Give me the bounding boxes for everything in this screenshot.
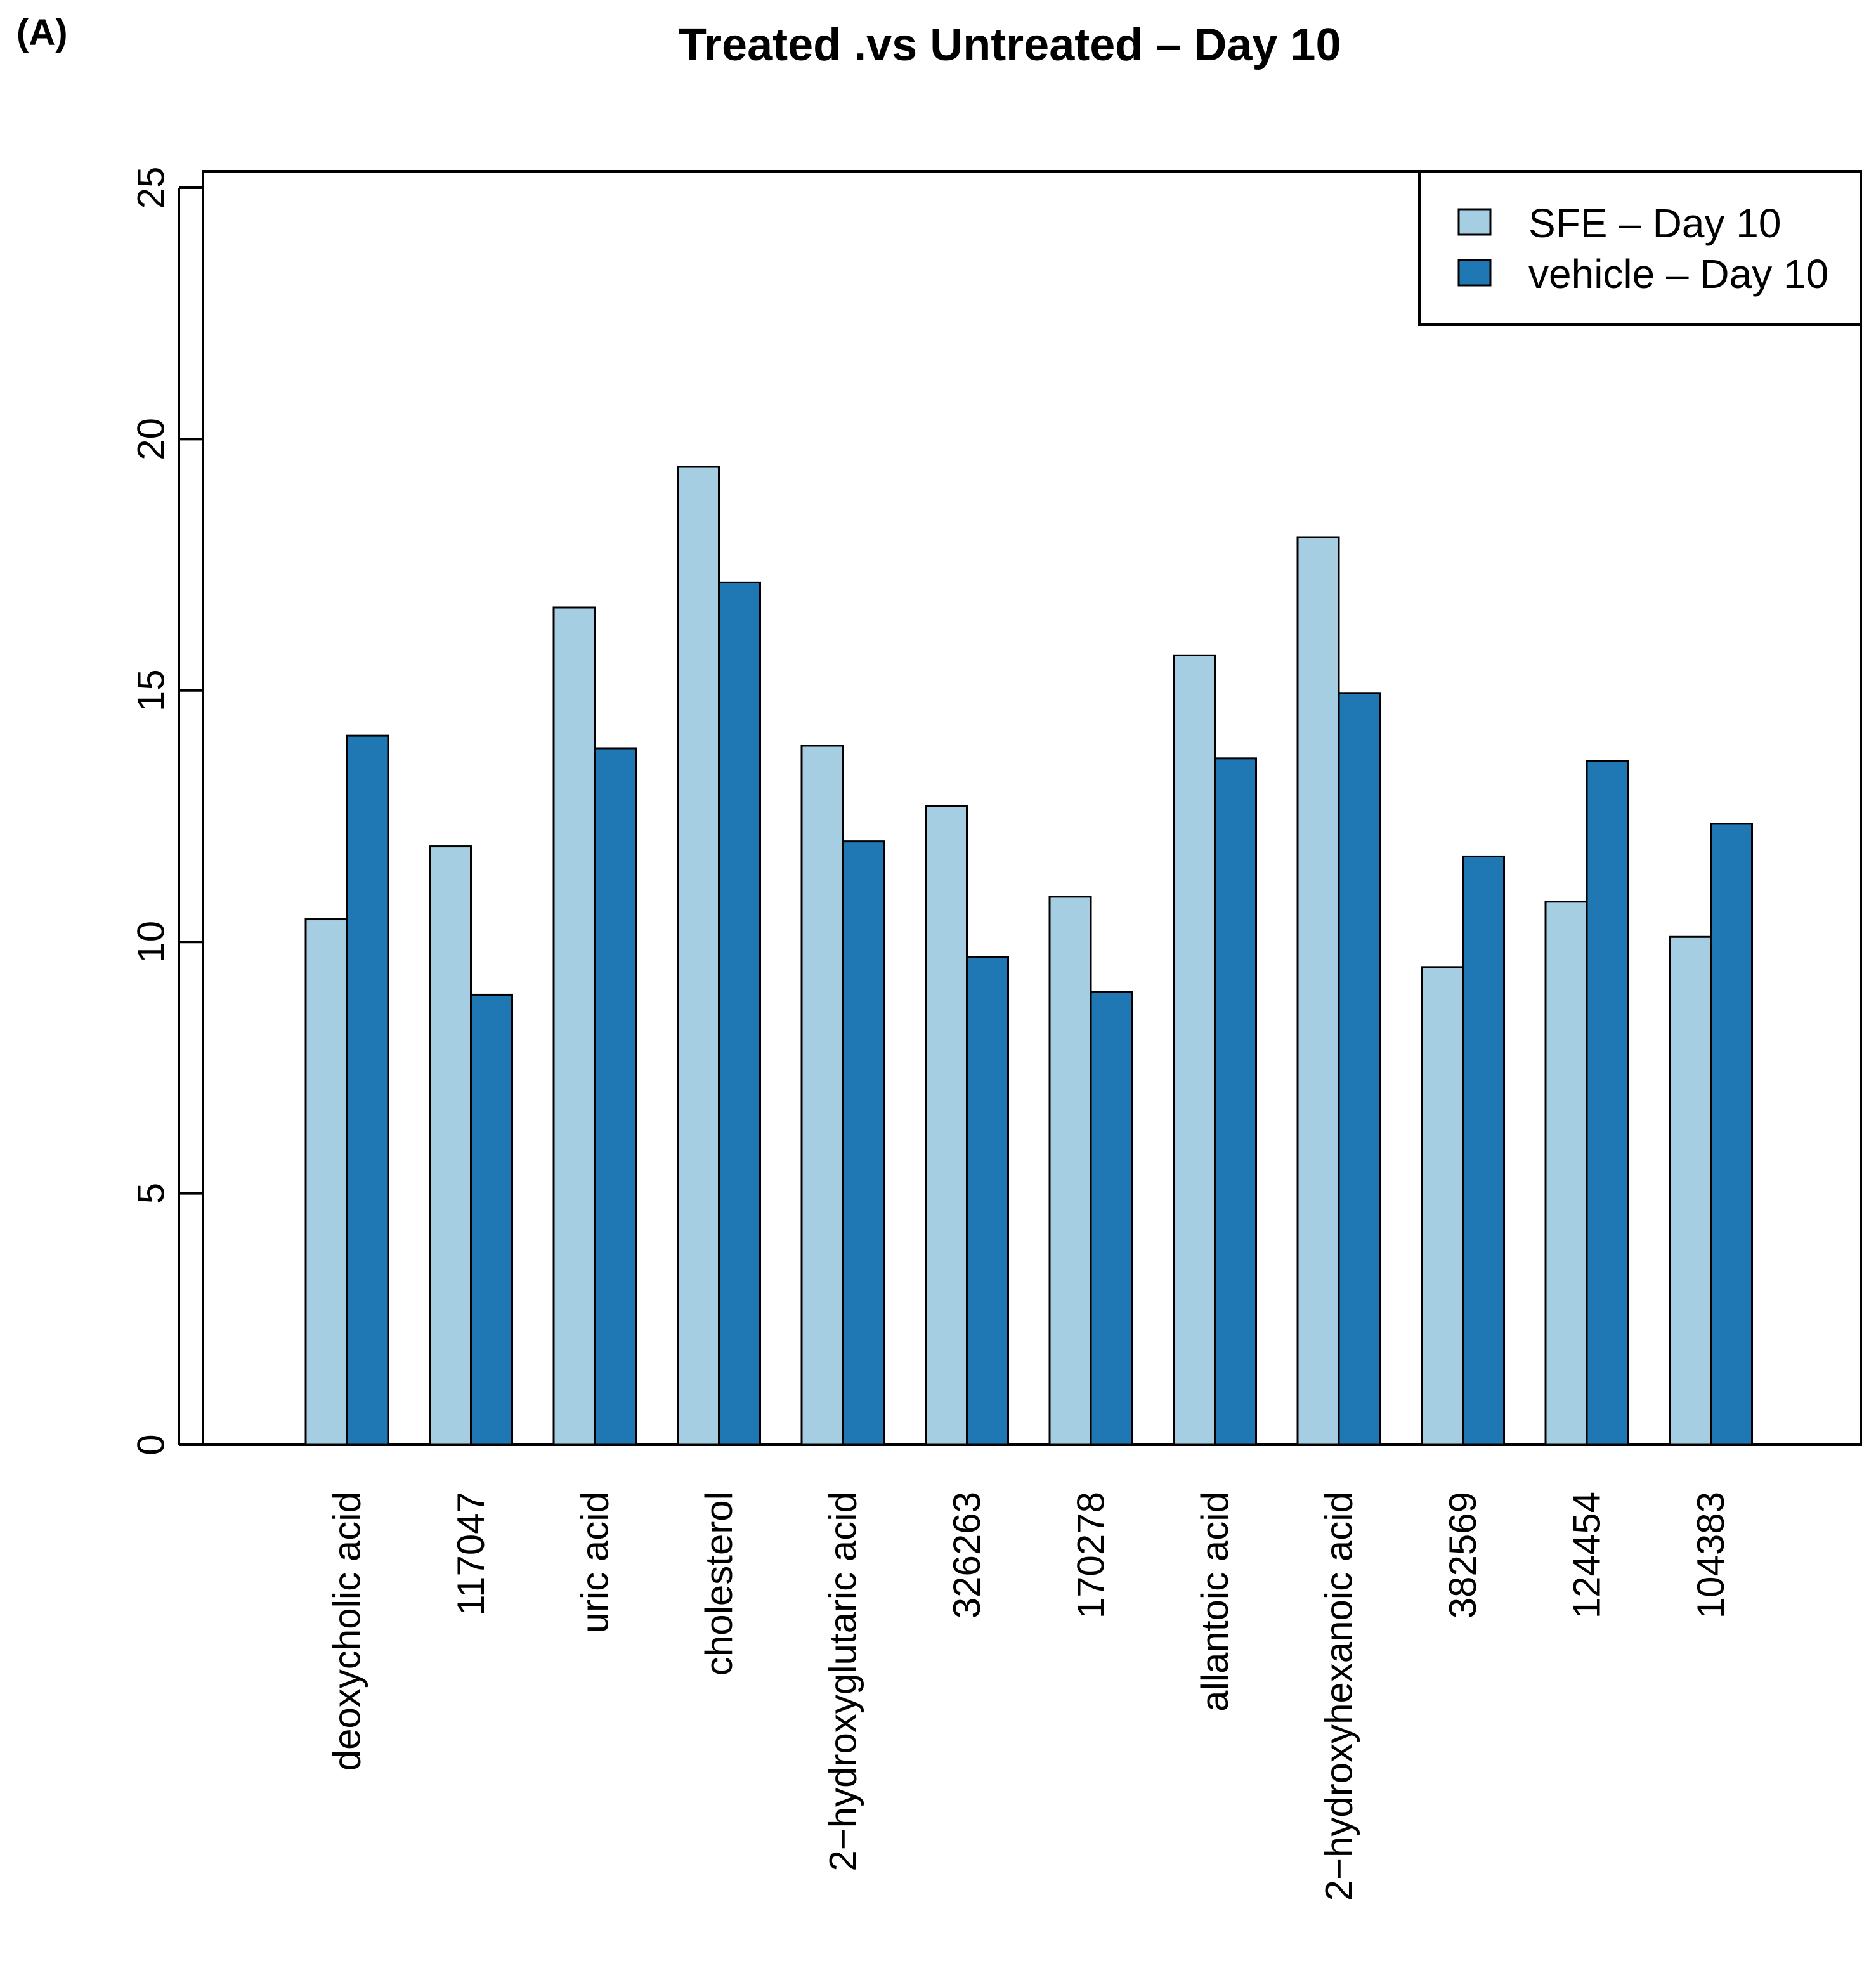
bar-vehicle xyxy=(1586,760,1629,1446)
bar-vehicle xyxy=(594,747,637,1446)
y-tick-label: 5 xyxy=(130,1183,173,1204)
bar-sfe xyxy=(1296,536,1340,1446)
bar-sfe xyxy=(1173,654,1216,1446)
x-tick-label: allantoic acid xyxy=(1194,1492,1236,1712)
legend-label-vehicle: vehicle – Day 10 xyxy=(1528,251,1828,297)
x-tick-label: 104383 xyxy=(1690,1492,1732,1619)
bar-vehicle xyxy=(1214,757,1257,1446)
y-tick-label: 25 xyxy=(130,167,173,209)
bar-vehicle xyxy=(346,734,389,1446)
x-tick-label: 117047 xyxy=(450,1492,492,1616)
y-axis: 0 5 10 15 20 25 xyxy=(130,167,203,1456)
x-tick-label: uric acid xyxy=(574,1492,616,1633)
x-tick-label: 326263 xyxy=(946,1492,988,1619)
bar-vehicle xyxy=(1090,991,1133,1446)
bar-sfe xyxy=(552,606,596,1446)
bar-sfe xyxy=(1048,896,1092,1446)
bar-sfe xyxy=(677,466,720,1446)
bar-sfe xyxy=(925,805,968,1446)
chart-title: Treated .vs Untreated – Day 10 xyxy=(679,20,1341,70)
bar-sfe xyxy=(1544,901,1588,1446)
bars xyxy=(304,466,1753,1446)
panel-label: (A) xyxy=(16,12,68,53)
x-tick-label: 2−hydroxyhexanoic acid xyxy=(1318,1492,1360,1901)
x-tick-label: 382569 xyxy=(1442,1492,1484,1619)
y-tick-label: 10 xyxy=(130,921,173,963)
y-tick-label: 20 xyxy=(130,418,173,460)
bar-sfe xyxy=(1421,966,1464,1446)
bar-vehicle xyxy=(842,840,885,1446)
legend-swatch-sfe xyxy=(1457,208,1492,236)
bar-vehicle xyxy=(1710,823,1753,1446)
legend: SFE – Day 10 vehicle – Day 10 xyxy=(1418,170,1862,326)
legend-box xyxy=(1418,170,1862,326)
bar-vehicle xyxy=(718,581,761,1446)
x-tick-label: deoxycholic acid xyxy=(326,1492,368,1771)
x-tick-label: 170278 xyxy=(1070,1492,1112,1619)
bar-vehicle xyxy=(1462,855,1505,1446)
x-tick-label: 124454 xyxy=(1566,1492,1608,1619)
bar-sfe xyxy=(304,918,348,1446)
x-axis-labels: deoxycholic acid 117047 uric acid cholester… xyxy=(326,1492,1733,1901)
bar-vehicle xyxy=(966,956,1009,1446)
legend-label-sfe: SFE – Day 10 xyxy=(1528,200,1781,246)
plot-frame xyxy=(202,170,1862,1446)
legend-swatch-vehicle xyxy=(1457,259,1492,287)
bar-sfe xyxy=(800,745,844,1446)
y-tick-label: 15 xyxy=(130,669,173,712)
x-tick-label: 2−hydroxyglutaric acid xyxy=(822,1492,864,1872)
bar-sfe xyxy=(429,845,472,1446)
y-tick-label: 0 xyxy=(130,1434,173,1455)
bar-vehicle xyxy=(470,993,513,1446)
bar-sfe xyxy=(1669,935,1712,1446)
x-tick-label: cholesterol xyxy=(698,1492,740,1676)
bar-vehicle xyxy=(1338,692,1381,1446)
